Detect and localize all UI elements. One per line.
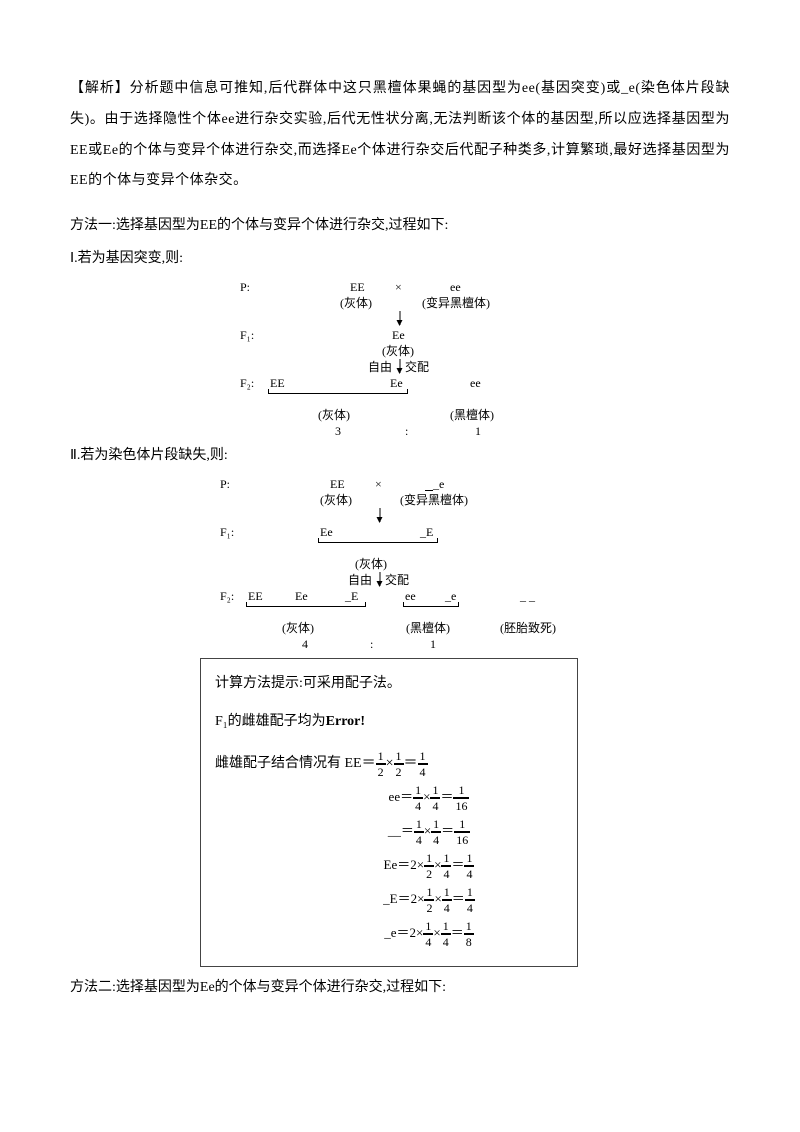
- method2-title: 方法二:选择基因型为Ee的个体与变异个体进行杂交,过程如下:: [70, 973, 730, 1004]
- d2-mut: (变异黑檀体): [400, 492, 468, 509]
- box-line2: F₁的雌雄配子均为Error!: [215, 709, 563, 736]
- d2-F1: F₁:: [220, 524, 234, 541]
- d1-gray3: (灰体): [318, 407, 350, 424]
- d2-1: 1: [430, 636, 436, 653]
- d2-F2: F₂:: [220, 588, 234, 605]
- d1-ee: ee: [450, 279, 461, 296]
- d1-F1: F₁:: [240, 327, 254, 344]
- d1-gray2: (灰体): [382, 343, 414, 360]
- d2-EE: EE: [330, 476, 345, 493]
- eq-Ee: Ee＝2×12×14＝14: [215, 852, 563, 880]
- analysis-paragraph: 【解析】分析题中信息可推知,后代群体中这只黑檀体果蝇的基因型为ee(基因突变)或…: [70, 74, 730, 197]
- d2-Ee: Ee: [320, 524, 333, 541]
- brace-icon: [268, 393, 408, 394]
- eq-_E: _E＝2×12×14＝14: [215, 886, 563, 914]
- d1-3: 3: [335, 423, 341, 440]
- d2-x: ×: [375, 476, 382, 493]
- d2-gray3: (灰体): [282, 620, 314, 637]
- d2-gray1: (灰体): [320, 492, 352, 509]
- method1-title: 方法一:选择基因型为EE的个体与变异个体进行杂交,过程如下:: [70, 211, 730, 242]
- d1-Ee2: Ee: [390, 375, 403, 392]
- brace-icon: [318, 542, 438, 543]
- d1-mate: 交配: [405, 359, 429, 376]
- d1-Ee: Ee: [392, 327, 405, 344]
- d1-ee2: ee: [470, 375, 481, 392]
- d1-free: 自由: [368, 359, 392, 376]
- d1-colon: :: [405, 423, 408, 440]
- d2-dd: _ _: [520, 588, 535, 605]
- d1-1: 1: [475, 423, 481, 440]
- d1-P: P:: [240, 279, 250, 296]
- d2-_ev: _e: [445, 588, 456, 605]
- eq-ee: ee＝14×14＝116: [215, 784, 563, 812]
- d2-mate: 交配: [385, 572, 409, 589]
- d1-EE2: EE: [270, 375, 285, 392]
- eq-EE: 雌雄配子结合情况有 EE＝12×12＝14: [215, 750, 563, 778]
- diagram-2: P: EE × _e (灰体) (变异黑檀体) F₁: Ee _E (灰体) 自…: [220, 476, 580, 652]
- box-line1: 计算方法提示:可采用配子法。: [215, 671, 563, 698]
- d2-gray2: (灰体): [355, 556, 387, 573]
- arrow-down-icon: [400, 359, 401, 373]
- d1-EE: EE: [350, 279, 365, 296]
- d2-_E: _E: [420, 524, 433, 541]
- brace-icon: [403, 606, 459, 607]
- brace-icon: [246, 606, 366, 607]
- hint-box: 计算方法提示:可采用配子法。 F₁的雌雄配子均为Error! 雌雄配子结合情况有…: [200, 658, 578, 967]
- d2-eev: ee: [405, 588, 416, 605]
- d1-mut: (变异黑檀体): [422, 295, 490, 312]
- case1-title: Ⅰ.若为基因突变,则:: [70, 244, 730, 275]
- d2-free: 自由: [348, 572, 372, 589]
- d2-_e: _e: [425, 476, 444, 493]
- d2-Eev: Ee: [295, 588, 308, 605]
- d2-hei: (黑檀体): [406, 620, 450, 637]
- arrow-down-icon: [400, 311, 401, 325]
- error-text: Error!: [326, 714, 365, 729]
- d2-EEv: EE: [248, 588, 263, 605]
- arrow-down-icon: [380, 508, 381, 522]
- arrow-down-icon: [380, 572, 381, 586]
- d1-x: ×: [395, 279, 402, 296]
- d2-die: (胚胎致死): [500, 620, 556, 637]
- eq-uu: __＝14×14＝116: [215, 818, 563, 846]
- case2-title: Ⅱ.若为染色体片段缺失,则:: [70, 441, 730, 472]
- d1-hei: (黑檀体): [450, 407, 494, 424]
- d1-gray1: (灰体): [340, 295, 372, 312]
- d2-P: P:: [220, 476, 230, 493]
- d2-_Ev: _E: [345, 588, 358, 605]
- d2-colon: :: [370, 636, 373, 653]
- d1-F2: F₂:: [240, 375, 254, 392]
- diagram-1: P: EE × ee (灰体) (变异黑檀体) F₁: Ee (灰体) 自由 交…: [240, 279, 560, 439]
- eq-_e: _e＝2×14×14＝18: [215, 920, 563, 948]
- d2-4: 4: [302, 636, 308, 653]
- page: 【解析】分析题中信息可推知,后代群体中这只黑檀体果蝇的基因型为ee(基因突变)或…: [0, 0, 800, 1132]
